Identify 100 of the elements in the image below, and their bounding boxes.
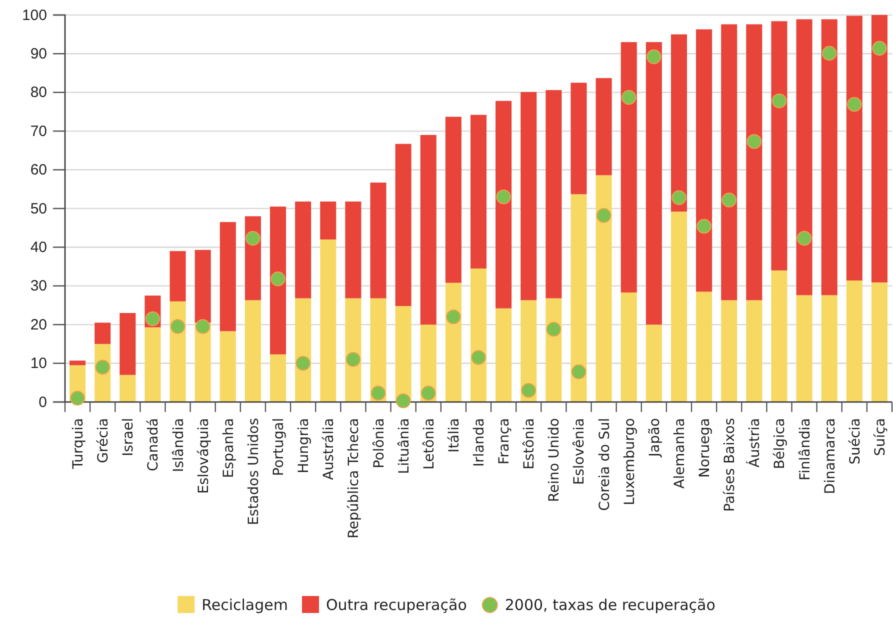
bar	[696, 29, 712, 292]
bar	[194, 250, 211, 323]
y-tick-label: 30	[30, 278, 47, 295]
bar	[620, 292, 637, 402]
bar	[70, 360, 86, 366]
bar	[821, 19, 838, 296]
x-tick-label: Hungria	[296, 418, 312, 474]
x-tick-label: Bélgica	[772, 418, 788, 470]
bar	[746, 24, 762, 300]
bar	[721, 24, 738, 300]
y-tick-label: 70	[30, 122, 47, 140]
x-tick-label: Letônia	[421, 418, 438, 470]
y-tick-label: 60	[30, 162, 47, 179]
y-tick-label: 100	[22, 6, 47, 24]
bar	[445, 116, 462, 283]
y-tick-label: 80	[30, 84, 47, 102]
bar	[520, 92, 537, 300]
bar	[270, 206, 286, 354]
bar	[546, 90, 562, 298]
bar	[320, 202, 336, 240]
legend-label: Reciclagem	[202, 596, 288, 614]
bar	[570, 194, 587, 402]
bar	[345, 202, 362, 298]
x-tick-label: Alemanha	[672, 418, 688, 489]
bar	[796, 295, 812, 402]
bar	[596, 175, 612, 402]
bar	[395, 306, 412, 402]
bar	[670, 212, 688, 402]
x-tick-label: Coreia do Sul	[596, 418, 613, 511]
bar	[445, 282, 462, 402]
x-tick-label: Espanha	[220, 418, 237, 478]
x-tick-label: Estônia	[522, 418, 538, 470]
bar	[496, 308, 512, 402]
x-tick-label: Itália	[446, 418, 462, 453]
bar	[220, 331, 236, 402]
x-tick-label: Grécia	[96, 418, 112, 464]
bar	[144, 327, 161, 402]
legend-label: 2000, taxas de recuperação	[504, 596, 716, 614]
x-tick-label: França	[496, 418, 513, 465]
y-tick-label: 50	[30, 200, 47, 218]
bar	[646, 324, 662, 402]
bar	[420, 134, 436, 325]
y-tick-label: 20	[30, 316, 47, 334]
bar	[470, 114, 487, 268]
x-tick-label: Irlanda	[472, 418, 488, 467]
x-tick-label: Áustria	[746, 418, 764, 468]
bar	[670, 34, 688, 212]
bar	[496, 100, 512, 308]
bar	[395, 144, 412, 306]
y-tick-label: 0	[38, 394, 47, 411]
bar	[220, 222, 236, 332]
x-tick-label: Lituânia	[396, 418, 412, 474]
x-tick-label: Polônia	[371, 418, 388, 468]
bar	[94, 322, 111, 344]
bar	[520, 300, 537, 402]
x-tick-label: Reino Unido	[546, 418, 563, 502]
y-tick-label: 10	[30, 355, 47, 372]
x-tick-label: Canadá	[146, 418, 162, 472]
x-tick-label: Países Baixos	[722, 418, 738, 512]
bar	[370, 182, 386, 298]
bar	[120, 312, 136, 375]
bar	[846, 16, 862, 280]
bar	[320, 239, 336, 402]
bar	[796, 19, 812, 296]
bar	[120, 374, 136, 402]
x-tick-label: Turquia	[70, 418, 87, 470]
x-tick-label: Eslováquia	[196, 418, 212, 494]
bar	[170, 251, 186, 302]
x-tick-label: Luxemburgo	[622, 418, 638, 506]
x-tick-label: Austrália	[321, 418, 338, 480]
x-tick-label: Dinamarca	[822, 418, 838, 494]
bar	[270, 354, 286, 402]
bar	[570, 82, 587, 194]
bar	[244, 300, 261, 402]
bar	[871, 15, 888, 282]
bar	[821, 295, 838, 402]
bar	[596, 78, 612, 176]
bar	[370, 298, 386, 402]
x-tick-label: Israel	[120, 418, 137, 456]
bar	[470, 268, 487, 402]
bar	[846, 280, 862, 402]
y-tick-label: 90	[30, 46, 47, 62]
x-tick-label: Portugal	[271, 418, 288, 476]
bar	[771, 270, 788, 402]
bar	[871, 282, 888, 402]
bar	[721, 300, 738, 402]
bar	[620, 42, 637, 292]
bar	[771, 21, 788, 270]
x-tick-label: Japão	[646, 418, 663, 458]
bar	[646, 42, 662, 325]
x-tick-label: Suíça	[872, 418, 888, 456]
legend-label: Outra recuperação	[326, 596, 467, 614]
x-tick-label: Eslovênia	[572, 418, 588, 485]
x-tick-label: Suécia	[847, 418, 864, 465]
x-tick-label: Noruega	[697, 418, 714, 478]
x-tick-label: República Tcheca	[346, 418, 362, 538]
bar	[295, 202, 312, 298]
x-tick-label: Estados Unidos	[246, 418, 262, 526]
y-tick-label: 40	[30, 239, 47, 256]
bar	[696, 292, 712, 402]
